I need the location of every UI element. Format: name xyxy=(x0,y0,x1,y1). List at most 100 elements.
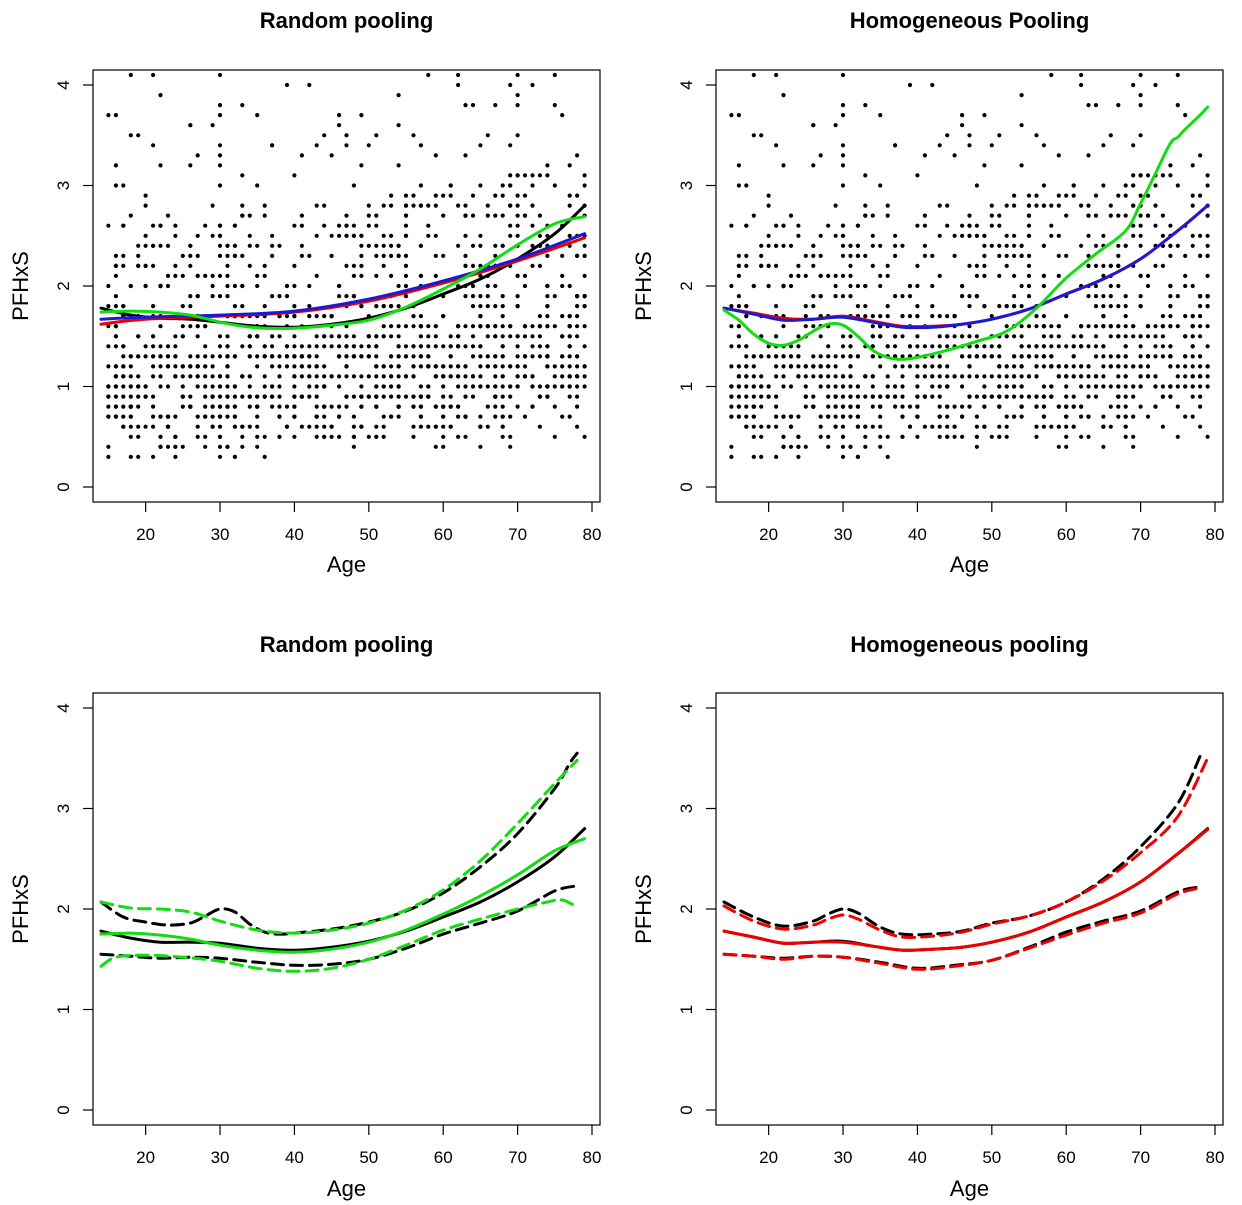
scatter-point xyxy=(113,294,118,299)
scatter-point xyxy=(545,354,550,359)
scatter-point xyxy=(158,374,163,379)
scatter-point xyxy=(426,334,431,339)
scatter-point xyxy=(299,213,304,218)
scatter-point xyxy=(493,354,498,359)
plot-frame xyxy=(715,692,1224,1126)
scatter-point xyxy=(195,294,200,299)
scatter-point xyxy=(1145,334,1151,339)
scatter-point xyxy=(744,263,749,268)
scatter-point xyxy=(1041,424,1046,429)
scatter-point xyxy=(1153,384,1158,389)
scatter-point xyxy=(744,253,749,258)
scatter-point xyxy=(240,444,245,449)
scatter-point xyxy=(433,444,438,449)
scatter-point xyxy=(210,203,215,208)
scatter-point xyxy=(907,404,913,409)
scatter-point xyxy=(493,213,498,218)
scatter-point xyxy=(329,253,334,258)
scatter-point xyxy=(232,414,237,419)
scatter-point xyxy=(151,374,156,379)
scatter-point xyxy=(508,324,513,329)
scatter-point xyxy=(945,334,950,339)
scatter-point xyxy=(493,243,498,248)
series-line-red-dashed xyxy=(722,756,1210,939)
scatter-point xyxy=(530,334,535,339)
scatter-point xyxy=(818,354,823,359)
scatter-point xyxy=(411,434,416,439)
scatter-point xyxy=(833,364,838,369)
scatter-point xyxy=(396,354,401,359)
scatter-point xyxy=(1116,414,1121,419)
scatter-point xyxy=(1160,344,1165,349)
scatter-point xyxy=(840,113,846,118)
scatter-point xyxy=(982,253,987,258)
scatter-point xyxy=(922,374,928,379)
scatter-point xyxy=(217,414,223,419)
scatter-point xyxy=(833,414,838,419)
scatter-point xyxy=(997,273,1002,278)
scatter-point xyxy=(885,344,890,349)
x-tick-label: 70 xyxy=(508,1148,527,1167)
scatter-point xyxy=(217,344,223,349)
scatter-point xyxy=(470,193,476,198)
scatter-point xyxy=(381,304,386,309)
scatter-point xyxy=(781,283,786,289)
scatter-point xyxy=(329,153,334,158)
scatter-point xyxy=(1012,304,1017,309)
scatter-point xyxy=(826,374,831,379)
scatter-point xyxy=(781,354,786,359)
scatter-point xyxy=(448,404,453,409)
scatter-point xyxy=(545,173,550,178)
scatter-point xyxy=(508,233,513,238)
scatter-point xyxy=(1198,424,1203,429)
scatter-point xyxy=(788,354,794,359)
scatter-point xyxy=(974,394,980,399)
scatter-point xyxy=(136,374,141,379)
scatter-point xyxy=(426,394,431,399)
scatter-point xyxy=(359,243,364,248)
scatter-point xyxy=(344,294,349,299)
scatter-point xyxy=(165,273,171,278)
y-axis-label: PFHxS xyxy=(631,874,656,944)
scatter-point xyxy=(374,334,379,339)
scatter-point xyxy=(270,354,275,359)
scatter-point xyxy=(1093,193,1099,198)
scatter-point xyxy=(1004,324,1009,329)
scatter-point xyxy=(113,334,118,339)
scatter-point xyxy=(788,243,794,248)
scatter-point xyxy=(967,354,972,359)
scatter-point xyxy=(1049,63,1053,67)
scatter-point xyxy=(878,444,883,449)
y-tick-label: 1 xyxy=(677,382,696,391)
scatter-point xyxy=(493,304,498,309)
scatter-point xyxy=(441,344,446,349)
scatter-point xyxy=(1064,384,1069,389)
scatter-point xyxy=(359,384,364,389)
scatter-point xyxy=(456,364,461,369)
scatter-point xyxy=(470,354,476,359)
scatter-point xyxy=(128,394,133,399)
scatter-point xyxy=(1108,213,1113,218)
scatter-point xyxy=(1153,203,1158,208)
scatter-point xyxy=(1175,324,1180,329)
scatter-point xyxy=(582,304,587,309)
scatter-point xyxy=(766,263,771,268)
scatter-point xyxy=(515,193,520,198)
scatter-point xyxy=(136,133,141,138)
scatter-point xyxy=(322,133,327,138)
scatter-point xyxy=(418,203,423,208)
scatter-point xyxy=(478,364,483,369)
scatter-point xyxy=(522,414,528,419)
scatter-point xyxy=(433,153,438,158)
scatter-point xyxy=(121,414,126,419)
scatter-point xyxy=(1012,394,1017,399)
scatter-point xyxy=(878,364,883,369)
scatter-point xyxy=(255,334,260,339)
scatter-point xyxy=(997,243,1002,248)
scatter-point xyxy=(522,273,528,278)
scatter-point xyxy=(1205,304,1210,309)
scatter-point xyxy=(493,364,498,369)
scatter-point xyxy=(106,113,111,118)
scatter-point xyxy=(262,273,267,278)
scatter-point xyxy=(1012,374,1017,379)
